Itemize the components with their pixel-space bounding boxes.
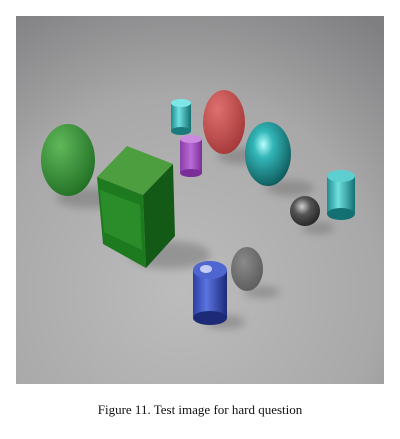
purple-cylinder xyxy=(180,135,202,177)
green-cube xyxy=(97,146,175,268)
red-sphere xyxy=(203,90,245,154)
teal-sphere xyxy=(245,122,291,186)
blue-cylinder xyxy=(193,261,227,325)
cyan-cylinder-small xyxy=(171,99,191,135)
figure-image xyxy=(16,16,384,384)
figure-caption: Figure 11. Test image for hard question xyxy=(97,402,303,417)
rubber-ball xyxy=(231,247,263,291)
cyan-cylinder xyxy=(327,170,355,220)
metal-ball xyxy=(290,196,320,226)
green-sphere xyxy=(41,124,95,196)
